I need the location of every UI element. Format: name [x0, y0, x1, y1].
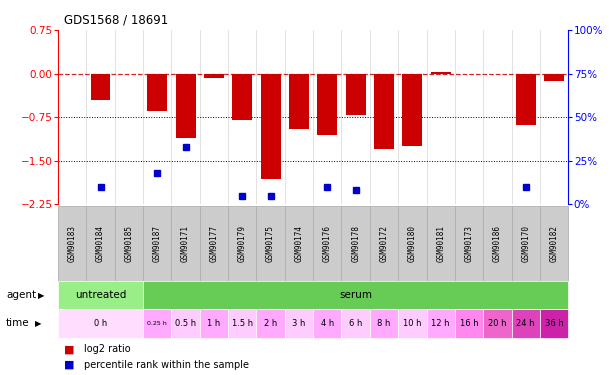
Text: GSM90180: GSM90180	[408, 225, 417, 262]
Text: time: time	[6, 318, 30, 328]
Text: GSM90176: GSM90176	[323, 225, 332, 262]
Bar	[483, 309, 511, 338]
Text: GSM90179: GSM90179	[238, 225, 247, 262]
Bar	[90, 74, 111, 100]
Text: GSM90170: GSM90170	[521, 225, 530, 262]
Text: 20 h: 20 h	[488, 319, 507, 328]
Text: GSM90178: GSM90178	[351, 225, 360, 262]
Text: GSM90187: GSM90187	[153, 225, 162, 262]
Bar	[257, 206, 285, 281]
Bar	[398, 309, 426, 338]
Bar	[426, 309, 455, 338]
Bar	[58, 206, 86, 281]
Bar	[285, 206, 313, 281]
Text: ■: ■	[64, 360, 75, 369]
Bar	[172, 309, 200, 338]
Bar	[455, 206, 483, 281]
Text: 36 h: 36 h	[544, 319, 563, 328]
Text: percentile rank within the sample: percentile rank within the sample	[84, 360, 249, 369]
Bar	[403, 74, 422, 146]
Text: 10 h: 10 h	[403, 319, 422, 328]
Bar	[374, 74, 394, 149]
Bar	[342, 206, 370, 281]
Bar	[370, 206, 398, 281]
Text: serum: serum	[339, 290, 372, 300]
Bar	[86, 206, 115, 281]
Text: 12 h: 12 h	[431, 319, 450, 328]
Bar	[257, 309, 285, 338]
Text: agent: agent	[6, 290, 36, 300]
Bar	[370, 309, 398, 338]
Bar	[228, 309, 257, 338]
Text: 3 h: 3 h	[292, 319, 306, 328]
Bar	[516, 74, 536, 125]
Text: GSM90177: GSM90177	[210, 225, 219, 262]
Text: GSM90185: GSM90185	[125, 225, 133, 262]
Text: GSM90174: GSM90174	[295, 225, 304, 262]
Text: GSM90186: GSM90186	[493, 225, 502, 262]
Text: 24 h: 24 h	[516, 319, 535, 328]
Text: GSM90184: GSM90184	[96, 225, 105, 262]
Bar	[313, 309, 342, 338]
Bar	[540, 206, 568, 281]
Text: GSM90183: GSM90183	[68, 225, 77, 262]
Text: untreated: untreated	[75, 290, 126, 300]
Bar	[346, 74, 365, 116]
Text: 6 h: 6 h	[349, 319, 362, 328]
Bar	[455, 309, 483, 338]
Text: ▶: ▶	[38, 291, 45, 300]
Text: 2 h: 2 h	[264, 319, 277, 328]
Bar	[204, 74, 224, 78]
Text: 8 h: 8 h	[378, 319, 390, 328]
Text: GSM90173: GSM90173	[464, 225, 474, 262]
Bar	[232, 74, 252, 120]
Bar	[228, 206, 257, 281]
Bar	[143, 309, 172, 338]
Text: 0 h: 0 h	[94, 319, 107, 328]
Bar	[511, 206, 540, 281]
Text: GDS1568 / 18691: GDS1568 / 18691	[64, 13, 169, 26]
Bar	[483, 206, 511, 281]
Bar	[426, 206, 455, 281]
Text: 1.5 h: 1.5 h	[232, 319, 253, 328]
Text: 1 h: 1 h	[207, 319, 221, 328]
Bar	[544, 74, 564, 81]
Bar	[200, 206, 228, 281]
Text: GSM90181: GSM90181	[436, 225, 445, 262]
Text: GSM90175: GSM90175	[266, 225, 275, 262]
Bar	[317, 74, 337, 135]
Bar	[200, 309, 228, 338]
Bar	[58, 309, 143, 338]
Bar	[342, 309, 370, 338]
Bar	[143, 206, 172, 281]
Bar	[289, 74, 309, 129]
Bar	[431, 72, 450, 74]
Text: 16 h: 16 h	[459, 319, 478, 328]
Bar	[261, 74, 280, 179]
Text: ▶: ▶	[35, 319, 42, 328]
Text: GSM90172: GSM90172	[379, 225, 389, 262]
Text: 0.5 h: 0.5 h	[175, 319, 196, 328]
Text: GSM90171: GSM90171	[181, 225, 190, 262]
Bar	[58, 281, 143, 309]
Bar	[285, 309, 313, 338]
Bar	[115, 206, 143, 281]
Bar	[147, 74, 167, 111]
Bar	[176, 74, 196, 138]
Bar	[511, 309, 540, 338]
Text: 4 h: 4 h	[321, 319, 334, 328]
Text: GSM90182: GSM90182	[549, 225, 558, 262]
Bar	[313, 206, 342, 281]
Bar	[172, 206, 200, 281]
Bar	[540, 309, 568, 338]
Bar	[143, 281, 568, 309]
Text: 0.25 h: 0.25 h	[147, 321, 167, 326]
Text: log2 ratio: log2 ratio	[84, 344, 130, 354]
Text: ■: ■	[64, 344, 75, 354]
Bar	[398, 206, 426, 281]
